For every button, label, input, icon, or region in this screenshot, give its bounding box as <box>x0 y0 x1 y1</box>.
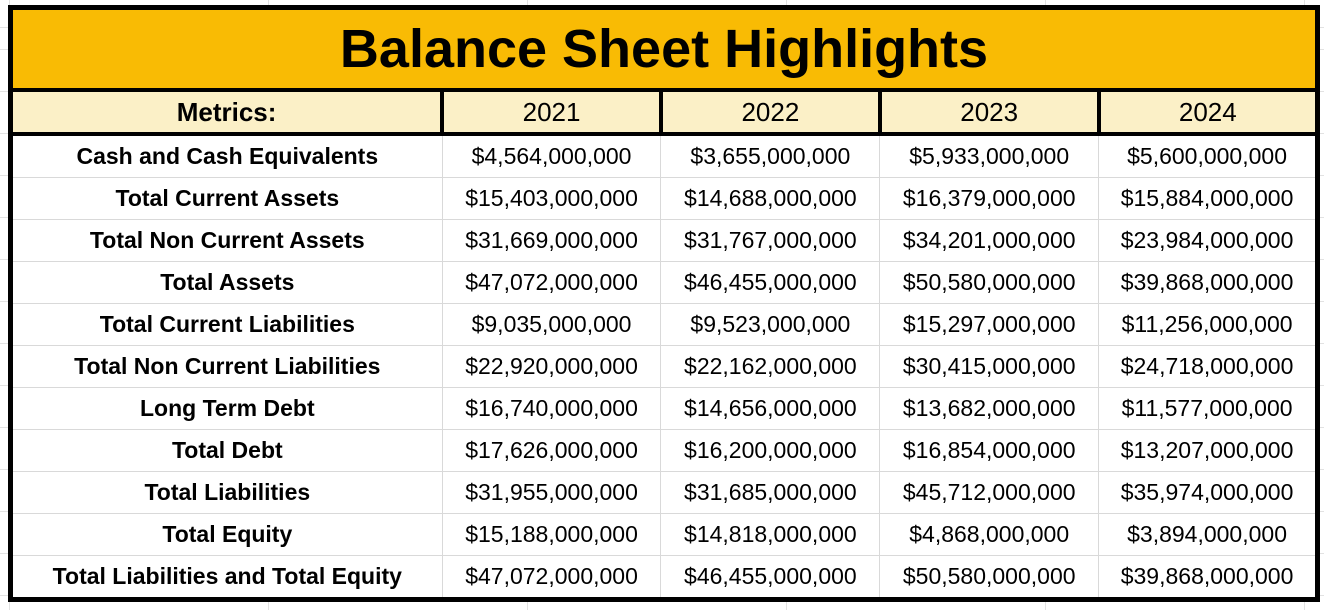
table-row: Cash and Cash Equivalents $4,564,000,000… <box>11 134 1318 178</box>
value-cell-2024[interactable]: $39,868,000,000 <box>1098 261 1318 304</box>
metric-cell[interactable]: Long Term Debt <box>10 387 443 430</box>
value-cell-2024[interactable]: $15,884,000,000 <box>1098 177 1318 220</box>
value-cell-2024[interactable]: $5,600,000,000 <box>1098 134 1318 178</box>
value-cell-2022[interactable]: $46,455,000,000 <box>660 555 880 600</box>
value-cell-2022[interactable]: $16,200,000,000 <box>660 429 880 472</box>
value-cell-2024[interactable]: $39,868,000,000 <box>1098 555 1318 600</box>
table-row: Total Current Assets $15,403,000,000 $14… <box>10 177 1318 220</box>
value-cell-2022[interactable]: $14,688,000,000 <box>660 177 880 220</box>
value-cell-2022[interactable]: $46,455,000,000 <box>660 261 880 304</box>
value-cell-2021[interactable]: $15,403,000,000 <box>441 177 661 220</box>
column-header-2022[interactable]: 2022 <box>658 90 880 136</box>
table-row: Long Term Debt $16,740,000,000 $14,656,0… <box>10 387 1318 430</box>
table-row: Total Non Current Liabilities $22,920,00… <box>10 345 1318 388</box>
metric-cell[interactable]: Total Equity <box>10 513 443 556</box>
value-cell-2023[interactable]: $4,868,000,000 <box>879 513 1099 556</box>
value-cell-2023[interactable]: $15,297,000,000 <box>879 303 1099 346</box>
value-cell-2024[interactable]: $11,577,000,000 <box>1098 387 1318 430</box>
value-cell-2024[interactable]: $13,207,000,000 <box>1098 429 1318 472</box>
value-cell-2021[interactable]: $9,035,000,000 <box>441 303 661 346</box>
value-cell-2023[interactable]: $16,379,000,000 <box>879 177 1099 220</box>
table-row: Total Equity $15,188,000,000 $14,818,000… <box>10 513 1318 556</box>
value-cell-2021[interactable]: $15,188,000,000 <box>441 513 661 556</box>
value-cell-2023[interactable]: $50,580,000,000 <box>879 555 1099 600</box>
value-cell-2021[interactable]: $22,920,000,000 <box>441 345 661 388</box>
balance-sheet-table: Balance Sheet Highlights Metrics: 2021 2… <box>8 5 1320 602</box>
metric-cell[interactable]: Cash and Cash Equivalents <box>76 143 379 169</box>
value-cell-2024[interactable]: $11,256,000,000 <box>1098 303 1318 346</box>
value-cell-2021[interactable]: $47,072,000,000 <box>441 261 661 304</box>
metric-cell[interactable]: Total Non Current Assets <box>10 219 443 262</box>
value-cell-2021[interactable]: $47,072,000,000 <box>441 555 661 600</box>
title-row: Balance Sheet Highlights <box>10 7 1318 92</box>
metric-cell[interactable]: Total Debt <box>10 429 443 472</box>
value-cell-2022[interactable]: $3,655,000,000 <box>660 134 880 178</box>
value-cell-2021[interactable]: $17,626,000,000 <box>441 429 661 472</box>
value-cell-2021[interactable]: $31,955,000,000 <box>441 471 661 514</box>
value-cell-2023[interactable]: $30,415,000,000 <box>879 345 1099 388</box>
table-row: Total Liabilities and Total Equity $47,0… <box>10 555 1318 600</box>
value-cell-2023[interactable]: $13,682,000,000 <box>879 387 1099 430</box>
value-cell-2022[interactable]: $9,523,000,000 <box>660 303 880 346</box>
table-row: Total Debt $17,626,000,000 $16,200,000,0… <box>10 429 1318 472</box>
metric-cell[interactable]: Total Liabilities <box>10 471 443 514</box>
value-cell-2022[interactable]: $31,767,000,000 <box>660 219 880 262</box>
value-cell-2022[interactable]: $22,162,000,000 <box>660 345 880 388</box>
value-cell-2023[interactable]: $5,933,000,000 <box>879 134 1099 178</box>
header-row: Metrics: 2021 2022 2023 2024 <box>10 90 1318 136</box>
value-cell-2021[interactable]: $31,669,000,000 <box>441 219 661 262</box>
metric-cell[interactable]: Total Current Liabilities <box>10 303 443 346</box>
value-cell-2024[interactable]: $3,894,000,000 <box>1098 513 1318 556</box>
table-row: Total Non Current Assets $31,669,000,000… <box>10 219 1318 262</box>
value-cell-2024[interactable]: $23,984,000,000 <box>1098 219 1318 262</box>
value-cell-2024[interactable]: $35,974,000,000 <box>1098 471 1318 514</box>
metric-cell[interactable]: Total Non Current Liabilities <box>10 345 443 388</box>
column-header-2024[interactable]: 2024 <box>1096 90 1318 136</box>
value-cell-2022[interactable]: $14,656,000,000 <box>660 387 880 430</box>
value-cell-2022[interactable]: $31,685,000,000 <box>660 471 880 514</box>
table-row: Total Current Liabilities $9,035,000,000… <box>10 303 1318 346</box>
metric-cell[interactable]: Total Assets <box>10 261 443 304</box>
value-cell-2024[interactable]: $24,718,000,000 <box>1098 345 1318 388</box>
metric-cell[interactable]: Total Current Assets <box>10 177 443 220</box>
value-cell-2023[interactable]: $50,580,000,000 <box>879 261 1099 304</box>
value-cell-2023[interactable]: $16,854,000,000 <box>879 429 1099 472</box>
column-header-2023[interactable]: 2023 <box>877 90 1099 136</box>
table-row: Total Liabilities $31,955,000,000 $31,68… <box>10 471 1318 514</box>
table-body: Cash and Cash Equivalents $4,564,000,000… <box>10 134 1318 600</box>
value-cell-2021[interactable]: $16,740,000,000 <box>441 387 661 430</box>
column-header-2021[interactable]: 2021 <box>440 90 661 136</box>
value-cell-2023[interactable]: $45,712,000,000 <box>879 471 1099 514</box>
value-cell-2021[interactable]: $4,564,000,000 <box>441 134 661 178</box>
value-cell-2023[interactable]: $34,201,000,000 <box>879 219 1099 262</box>
table-row: Total Assets $47,072,000,000 $46,455,000… <box>10 261 1318 304</box>
table-title[interactable]: Balance Sheet Highlights <box>10 7 1318 92</box>
column-header-metrics[interactable]: Metrics: <box>10 90 443 136</box>
metric-cell[interactable]: Total Liabilities and Total Equity <box>10 555 443 600</box>
value-cell-2022[interactable]: $14,818,000,000 <box>660 513 880 556</box>
